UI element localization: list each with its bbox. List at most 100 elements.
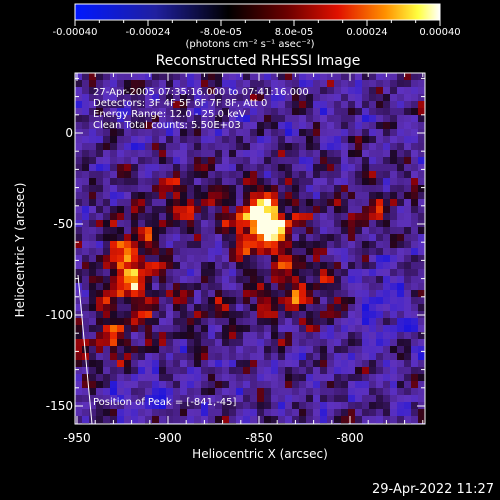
heatmap-cell bbox=[103, 318, 110, 325]
heatmap-cell bbox=[334, 311, 341, 318]
heatmap-cell bbox=[271, 255, 278, 262]
heatmap-cell bbox=[89, 227, 96, 234]
heatmap-cell bbox=[411, 325, 418, 332]
heatmap-cell bbox=[82, 199, 89, 206]
heatmap-cell bbox=[418, 360, 425, 367]
heatmap-cell bbox=[411, 227, 418, 234]
heatmap-cell bbox=[173, 304, 180, 311]
heatmap-cell bbox=[194, 409, 201, 416]
heatmap-cell bbox=[334, 157, 341, 164]
heatmap-cell bbox=[124, 318, 131, 325]
heatmap-cell bbox=[159, 206, 166, 213]
heatmap-cell bbox=[264, 87, 271, 94]
heatmap-cell bbox=[229, 248, 236, 255]
heatmap-cell bbox=[166, 297, 173, 304]
heatmap-cell bbox=[89, 143, 96, 150]
heatmap-cell bbox=[292, 332, 299, 339]
heatmap-cell bbox=[334, 206, 341, 213]
heatmap-cell bbox=[292, 143, 299, 150]
heatmap-cell bbox=[75, 199, 82, 206]
heatmap-cell bbox=[173, 395, 180, 402]
heatmap-cell bbox=[250, 115, 257, 122]
heatmap-cell bbox=[264, 220, 271, 227]
heatmap-cell bbox=[215, 255, 222, 262]
heatmap-cell bbox=[327, 115, 334, 122]
heatmap-cell bbox=[313, 108, 320, 115]
heatmap-cell bbox=[397, 360, 404, 367]
heatmap-cell bbox=[187, 241, 194, 248]
heatmap-cell bbox=[75, 108, 82, 115]
heatmap-cell bbox=[271, 416, 278, 423]
heatmap-cell bbox=[229, 136, 236, 143]
heatmap-cell bbox=[145, 269, 152, 276]
heatmap-cell bbox=[180, 129, 187, 136]
heatmap-cell bbox=[243, 178, 250, 185]
heatmap-cell bbox=[397, 374, 404, 381]
heatmap-cell bbox=[355, 213, 362, 220]
heatmap-cell bbox=[187, 80, 194, 87]
heatmap-cell bbox=[82, 87, 89, 94]
heatmap-cell bbox=[278, 171, 285, 178]
heatmap-cell bbox=[292, 150, 299, 157]
heatmap-cell bbox=[348, 164, 355, 171]
heatmap-cell bbox=[208, 276, 215, 283]
heatmap-cell bbox=[222, 402, 229, 409]
heatmap-cell bbox=[201, 227, 208, 234]
heatmap-cell bbox=[257, 213, 264, 220]
heatmap-cell bbox=[194, 143, 201, 150]
heatmap-cell bbox=[362, 262, 369, 269]
heatmap-cell bbox=[313, 199, 320, 206]
heatmap-cell bbox=[173, 136, 180, 143]
heatmap-cell bbox=[411, 346, 418, 353]
heatmap-cell bbox=[152, 283, 159, 290]
heatmap-cell bbox=[173, 360, 180, 367]
heatmap-cell bbox=[166, 73, 173, 80]
heatmap-cell bbox=[215, 220, 222, 227]
heatmap-cell bbox=[159, 325, 166, 332]
heatmap-cell bbox=[292, 409, 299, 416]
heatmap-cell bbox=[411, 122, 418, 129]
heatmap-cell bbox=[411, 388, 418, 395]
heatmap-cell bbox=[327, 80, 334, 87]
heatmap-cell bbox=[369, 339, 376, 346]
heatmap-cell bbox=[124, 213, 131, 220]
heatmap-cell bbox=[124, 220, 131, 227]
heatmap-cell bbox=[180, 220, 187, 227]
heatmap-cell bbox=[75, 409, 82, 416]
heatmap-cell bbox=[320, 367, 327, 374]
heatmap-cell bbox=[215, 206, 222, 213]
heatmap-cell bbox=[404, 346, 411, 353]
heatmap-cell bbox=[397, 192, 404, 199]
heatmap-cell bbox=[341, 108, 348, 115]
heatmap-cell bbox=[166, 234, 173, 241]
heatmap-cell bbox=[320, 199, 327, 206]
heatmap-cell bbox=[313, 164, 320, 171]
heatmap-cell bbox=[250, 178, 257, 185]
heatmap-cell bbox=[327, 185, 334, 192]
heatmap-cell bbox=[201, 150, 208, 157]
heatmap-cell bbox=[152, 164, 159, 171]
heatmap-cell bbox=[404, 213, 411, 220]
heatmap-cell bbox=[306, 283, 313, 290]
heatmap-cell bbox=[362, 416, 369, 423]
heatmap-cell bbox=[208, 325, 215, 332]
heatmap-cell bbox=[348, 234, 355, 241]
heatmap-cell bbox=[292, 353, 299, 360]
heatmap-cell bbox=[327, 374, 334, 381]
heatmap-cell bbox=[390, 227, 397, 234]
heatmap-cell bbox=[411, 192, 418, 199]
heatmap-cell bbox=[271, 311, 278, 318]
heatmap-cell bbox=[383, 94, 390, 101]
heatmap-cell bbox=[152, 318, 159, 325]
heatmap-cell bbox=[222, 192, 229, 199]
heatmap-cell bbox=[145, 227, 152, 234]
heatmap-cell bbox=[124, 136, 131, 143]
colorbar-tick-label: 0.00024 bbox=[346, 27, 388, 38]
heatmap-cell bbox=[383, 353, 390, 360]
heatmap-cell bbox=[131, 192, 138, 199]
heatmap-cell bbox=[180, 388, 187, 395]
heatmap-cell bbox=[390, 220, 397, 227]
heatmap-cell bbox=[96, 297, 103, 304]
heatmap-cell bbox=[327, 290, 334, 297]
heatmap-cell bbox=[222, 297, 229, 304]
